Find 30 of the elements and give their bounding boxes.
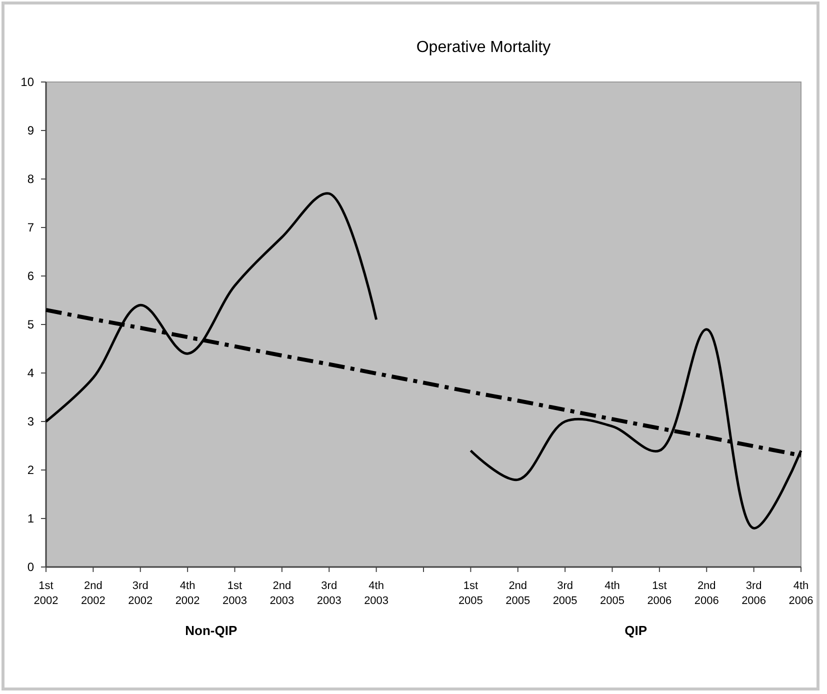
x-tick-label: 1st 2003 [222,580,247,607]
y-tick-label: 4 [27,366,34,380]
x-tick-label: 2nd 2003 [270,580,294,607]
x-tick-label: 3rd 2006 [742,580,766,607]
text: Non-QIP [185,623,238,638]
x-tick-label: 2nd 2006 [694,580,719,607]
y-tick-label: 9 [27,124,34,138]
y-tick-label: 10 [20,75,34,89]
x-tick-label: 4th 2006 [788,580,814,607]
y-tick-label: 6 [27,269,34,283]
y-tick-label: 5 [27,318,34,332]
x-tick-label: 3rd 2005 [552,580,578,607]
x-tick-label: 1st 2005 [458,580,483,607]
x-tick-label: 1st 2002 [34,580,58,607]
y-tick-label: 0 [27,560,34,574]
y-tick-label: 2 [27,463,34,477]
y-tick-label: 1 [27,512,34,526]
x-tick-label: 4th 2002 [175,580,200,607]
y-tick-label: 7 [27,220,34,234]
x-tick-label: 3rd 2003 [316,580,342,607]
x-tick-label: 4th 2003 [364,580,389,607]
x-tick-label: 2nd 2002 [80,580,106,607]
x-tick-label: 2nd 2005 [506,580,530,607]
y-tick-label: 8 [27,172,34,186]
y-tick-label: 3 [27,414,34,428]
x-tick-label: 1st 2006 [647,580,672,607]
x-tick-label: 3rd 2002 [128,580,153,607]
chart-title: Operative Mortality [416,39,551,56]
text: QIP [624,623,648,638]
x-tick-label: 4th 2005 [600,580,624,607]
